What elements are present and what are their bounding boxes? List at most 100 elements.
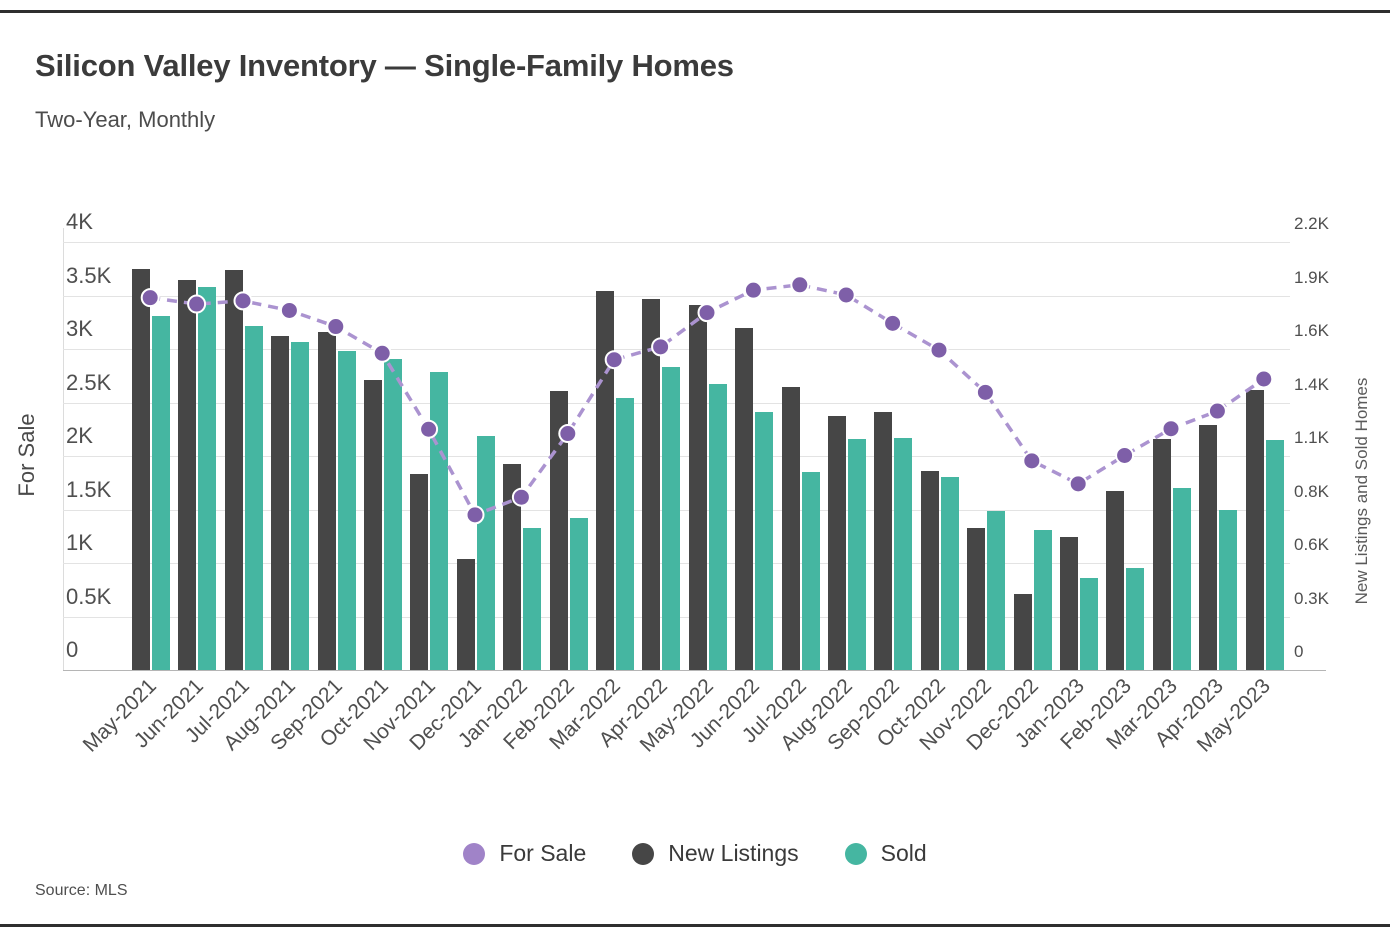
bar-sold[interactable] xyxy=(1172,488,1191,670)
chart-subtitle: Two-Year, Monthly xyxy=(35,107,216,132)
bar-new-listings[interactable] xyxy=(456,559,475,670)
bar-new-listings[interactable] xyxy=(503,463,522,670)
bar-sold[interactable] xyxy=(523,527,542,670)
for-sale-point[interactable]: Oct-2022 · For Sale: 2990 xyxy=(929,340,949,360)
bar-sold[interactable] xyxy=(1265,440,1284,670)
bar-sold[interactable] xyxy=(848,439,866,670)
left-axis-spine xyxy=(63,228,64,670)
chart-title: Silicon Valley Inventory — Single-Family… xyxy=(35,48,734,83)
bar-new-listings[interactable] xyxy=(781,386,800,670)
for-sale-point[interactable]: Sep-2021 · For Sale: 3210 xyxy=(326,317,346,337)
for-sale-point[interactable]: Feb-2022 · For Sale: 2210 xyxy=(558,424,578,444)
for-sale-point[interactable]: Apr-2023 · For Sale: 2420 xyxy=(1207,401,1227,421)
right-axis-tick-label: 0.3K xyxy=(1294,588,1329,608)
right-axis-title: New Listings and Sold Homes xyxy=(1352,377,1371,605)
bar-new-listings[interactable] xyxy=(132,269,150,670)
bar-sold[interactable] xyxy=(1080,577,1098,670)
bar-new-listings[interactable] xyxy=(735,327,754,670)
bar-sold[interactable] xyxy=(291,342,310,670)
bar-new-listings[interactable] xyxy=(317,332,336,670)
bar-new-listings[interactable] xyxy=(271,336,290,670)
for-sale-point[interactable]: Aug-2022 · For Sale: 3505 xyxy=(836,285,856,305)
for-sale-point[interactable]: Jan-2022 · For Sale: 1615 xyxy=(511,487,531,507)
for-sale-point[interactable]: Mar-2022 · For Sale: 2900 xyxy=(604,350,624,370)
for-sale-point[interactable]: Dec-2022 · For Sale: 1955 xyxy=(1022,451,1042,471)
right-axis-tick-label: 1.9K xyxy=(1294,267,1329,287)
bar-sold[interactable] xyxy=(384,358,402,670)
left-axis-tick-label: 0 xyxy=(66,637,79,662)
legend-item-sold[interactable]: Sold xyxy=(844,840,927,867)
bar-sold[interactable] xyxy=(1219,510,1238,670)
bar-new-listings[interactable] xyxy=(642,299,661,670)
for-sale-point[interactable]: Jul-2021 · For Sale: 3450 xyxy=(233,291,253,311)
left-axis-tick-label: 2K xyxy=(66,423,93,448)
gridline xyxy=(63,349,1290,350)
right-axis-tick-label: 0.6K xyxy=(1294,535,1329,554)
for-sale-point[interactable]: May-2022 · For Sale: 3340 xyxy=(697,303,717,323)
bar-sold[interactable] xyxy=(430,372,449,670)
legend-item-for-sale[interactable]: For Sale xyxy=(463,840,586,867)
for-sale-point[interactable]: Aug-2021 · For Sale: 3360 xyxy=(279,300,299,320)
left-axis-tick-label: 2.5K xyxy=(66,369,112,395)
legend: For Sale New Listings Sold xyxy=(0,840,1390,867)
bar-sold[interactable] xyxy=(244,325,263,670)
bottom-border-rule xyxy=(0,924,1390,927)
bar-new-listings[interactable] xyxy=(1060,536,1078,670)
for-sale-point[interactable]: Dec-2021 · For Sale: 1450 xyxy=(465,505,485,525)
bar-sold[interactable] xyxy=(616,397,634,670)
legend-label: For Sale xyxy=(499,840,587,866)
bar-new-listings[interactable] xyxy=(920,470,939,670)
bar-sold[interactable] xyxy=(569,518,588,670)
gridline xyxy=(63,295,1290,297)
for-sale-point[interactable]: Jun-2022 · For Sale: 3550 xyxy=(743,280,763,300)
bar-sold[interactable] xyxy=(152,315,170,670)
for-sale-point[interactable]: Jul-2022 · For Sale: 3600 xyxy=(790,275,810,295)
bar-sold[interactable] xyxy=(987,511,1006,670)
legend-item-new-listings[interactable]: New Listings xyxy=(632,840,799,867)
legend-swatch-icon xyxy=(844,842,867,865)
bar-sold[interactable] xyxy=(337,350,356,670)
bar-new-listings[interactable] xyxy=(596,290,614,670)
bar-new-listings[interactable] xyxy=(1245,389,1264,670)
for-sale-point[interactable]: Sep-2022 · For Sale: 3240 xyxy=(883,313,903,333)
bar-sold[interactable] xyxy=(1033,529,1052,670)
for-sale-point[interactable]: Mar-2023 · For Sale: 2255 xyxy=(1161,419,1181,439)
for-sale-point[interactable]: Apr-2022 · For Sale: 3020 xyxy=(651,337,671,357)
for-sale-point[interactable]: Feb-2023 · For Sale: 2005 xyxy=(1115,445,1135,465)
gridline xyxy=(63,242,1290,243)
bar-sold[interactable] xyxy=(198,286,217,670)
bar-new-listings[interactable] xyxy=(364,380,382,670)
for-sale-point[interactable]: Jan-2023 · For Sale: 1740 xyxy=(1068,474,1088,494)
bar-new-listings[interactable] xyxy=(178,279,197,670)
bar-new-listings[interactable] xyxy=(224,270,243,670)
for-sale-point[interactable]: May-2021 · For Sale: 3480 xyxy=(140,288,160,308)
bar-sold[interactable] xyxy=(801,471,820,670)
for-sale-point[interactable]: Nov-2022 · For Sale: 2595 xyxy=(975,382,995,402)
bar-new-listings[interactable] xyxy=(1106,491,1125,670)
for-sale-point[interactable]: Oct-2021 · For Sale: 2960 xyxy=(372,343,392,363)
bar-new-listings[interactable] xyxy=(1199,424,1218,670)
bar-new-listings[interactable] xyxy=(410,474,429,670)
bar-sold[interactable] xyxy=(1126,567,1145,670)
bar-new-listings[interactable] xyxy=(1152,439,1171,670)
bar-sold[interactable] xyxy=(940,477,959,670)
bar-new-listings[interactable] xyxy=(967,527,986,670)
for-sale-point[interactable]: May-2023 · For Sale: 2720 xyxy=(1254,369,1274,389)
bar-new-listings[interactable] xyxy=(874,412,893,670)
left-axis-tick-label: 1K xyxy=(66,530,93,555)
bar-new-listings[interactable] xyxy=(1013,594,1032,670)
bar-new-listings[interactable] xyxy=(828,416,846,670)
bar-new-listings[interactable] xyxy=(688,305,707,670)
bar-sold[interactable] xyxy=(708,384,727,670)
bar-sold[interactable] xyxy=(476,435,495,670)
bar-sold[interactable] xyxy=(662,366,681,670)
bar-sold[interactable] xyxy=(894,438,913,670)
for-sale-point[interactable]: Nov-2021 · For Sale: 2250 xyxy=(419,419,439,439)
left-axis-tick-label: 3.5K xyxy=(66,262,112,288)
bar-sold[interactable] xyxy=(755,412,774,670)
bar-new-listings[interactable] xyxy=(549,390,568,670)
for-sale-point[interactable]: Jun-2021 · For Sale: 3420 xyxy=(187,294,207,314)
